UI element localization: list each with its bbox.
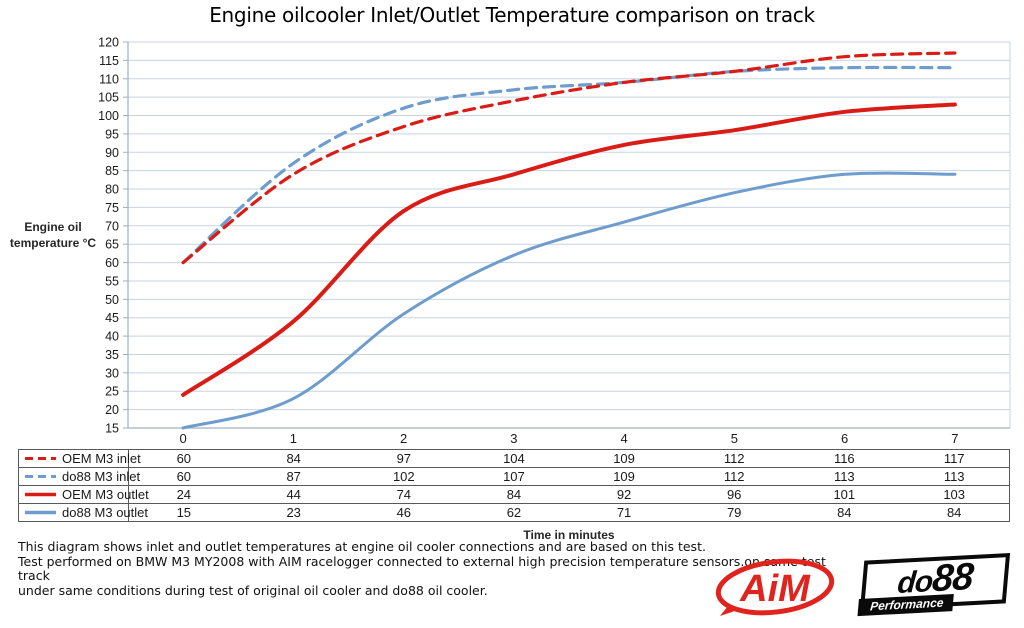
footnote-line-3: under same conditions during test of ori… [18, 582, 488, 598]
x-tick-label: 1 [290, 431, 297, 446]
chart-title: Engine oilcooler Inlet/Outlet Temperatur… [209, 3, 815, 27]
legend-label: OEM M3 outlet [62, 487, 149, 502]
x-tick-label: 0 [180, 431, 187, 446]
y-tick-label: 25 [105, 385, 119, 399]
aim-logo: AiM [715, 558, 835, 616]
aim-logo-tail [720, 606, 738, 616]
table-cell: 24 [128, 485, 239, 504]
table-cell: 84 [286, 451, 301, 466]
table-cell: 116 [833, 451, 855, 466]
y-tick-label: 70 [105, 219, 119, 233]
series-line-oem-m3-inlet [181, 51, 957, 265]
table-row: OEM M3 outlet 24 44 74 84 92 96 101 103 [18, 485, 1010, 504]
series-line-oem-m3-outlet [181, 102, 957, 397]
table-cell: 107 [458, 467, 569, 486]
do88-logo: do88 Performance [857, 553, 1011, 617]
table-cell: 102 [348, 467, 459, 486]
x-tick-label: 3 [510, 431, 517, 446]
table-cell: 74 [348, 485, 459, 504]
legend-line-key-icon [25, 492, 56, 497]
y-tick-label: 50 [105, 293, 119, 307]
table-cell: 62 [458, 503, 569, 522]
table-cell: 84 [458, 485, 569, 504]
y-tick-label: 100 [98, 109, 119, 123]
y-tick-label: 65 [105, 238, 119, 252]
do88-logo-subtext: Performance [857, 594, 955, 617]
legend-line-key-icon [25, 510, 56, 515]
y-tick-label: 30 [105, 366, 119, 380]
aim-logo-ellipse [715, 558, 835, 616]
y-tick-label: 20 [105, 403, 119, 417]
table-cell: 71 [569, 503, 680, 522]
table-row: do88 M3 inlet 60 87 102 107 109 112 113 113 [18, 467, 1010, 486]
y-tick-label: 105 [98, 91, 119, 105]
x-tick-label: 4 [621, 431, 628, 446]
series-line-do88-m3-inlet [181, 65, 957, 265]
table-cell: 109 [613, 451, 635, 466]
y-tick-label: 55 [105, 274, 119, 288]
legend-label: do88 M3 inlet [62, 469, 141, 484]
y-tick-label: 80 [105, 183, 119, 197]
table-cell: 97 [396, 451, 412, 466]
table-cell: 101 [789, 485, 900, 504]
table-cell: 103 [899, 485, 1010, 504]
table-cell: 87 [238, 467, 349, 486]
table-cell: 44 [238, 485, 349, 504]
table-cell: 84 [899, 503, 1010, 522]
legend-label: do88 M3 outlet [62, 505, 149, 520]
footnote-line-1: This diagram shows inlet and outlet temp… [18, 539, 706, 554]
footnote-line-2: Test performed on BMW M3 MY2008 with AIM… [18, 553, 826, 583]
legend-line-key-icon [25, 457, 56, 460]
table-cell: 23 [238, 503, 349, 522]
aim-logo-text: AiM [739, 568, 811, 610]
legend-label: OEM M3 inlet [62, 451, 141, 466]
series-line-do88-m3-outlet [181, 171, 957, 430]
table-cell: 117 [943, 451, 965, 466]
table-cell: 112 [679, 467, 790, 486]
table-cell: 15 [128, 503, 239, 522]
table-cell: 60 [176, 451, 192, 466]
table-cell: 60 [128, 467, 239, 486]
chart-plot-area: 1520253035404550556065707580859095100105… [98, 36, 1011, 446]
x-axis-title: Time in minutes [523, 528, 615, 542]
table-row: do88 M3 outlet 15 23 46 62 71 79 84 84 [18, 503, 1010, 522]
y-tick-label: 110 [99, 72, 119, 86]
legend-line-key-icon [25, 475, 56, 478]
table-cell: 109 [569, 467, 680, 486]
y-tick-label: 40 [105, 330, 119, 344]
y-tick-label: 90 [105, 146, 119, 160]
y-tick-label: 120 [98, 36, 119, 50]
x-tick-label: 6 [841, 431, 848, 446]
y-tick-label: 15 [105, 422, 119, 436]
y-tick-label: 95 [105, 127, 119, 141]
y-tick-label: 60 [105, 256, 119, 270]
y-tick-label: 35 [105, 348, 119, 362]
x-tick-label: 5 [731, 431, 738, 446]
y-tick-label: 75 [105, 201, 119, 215]
table-cell: 104 [503, 451, 525, 466]
legend-cell: OEM M3 outlet [18, 485, 149, 504]
y-axis-title: Engine oil temperature °C [9, 220, 97, 250]
data-table: OEM M3 inlet 60 84 97 104 109 112 116 117 do88 M3… [18, 449, 1010, 522]
x-tick-label: 7 [951, 431, 958, 446]
y-tick-label: 45 [105, 311, 119, 325]
y-tick-label: 115 [99, 54, 119, 68]
table-cell: 92 [569, 485, 680, 504]
table-row: OEM M3 inlet 60 84 97 104 109 112 116 117 [18, 449, 1010, 468]
table-cell: 79 [679, 503, 790, 522]
legend-cell: do88 M3 outlet [18, 503, 148, 522]
table-cell: 84 [789, 503, 900, 522]
table-cell: 113 [899, 467, 1010, 486]
legend-cell: do88 M3 inlet [18, 467, 140, 486]
table-cell: 46 [348, 503, 459, 522]
table-cell: 96 [679, 485, 790, 504]
y-tick-label: 85 [105, 164, 119, 178]
table-cell: 112 [723, 451, 745, 466]
footnote: This diagram shows inlet and outlet temp… [18, 539, 858, 598]
table-cell: 113 [789, 467, 900, 486]
x-tick-label: 2 [400, 431, 407, 446]
legend-cell: OEM M3 inlet [18, 449, 141, 468]
